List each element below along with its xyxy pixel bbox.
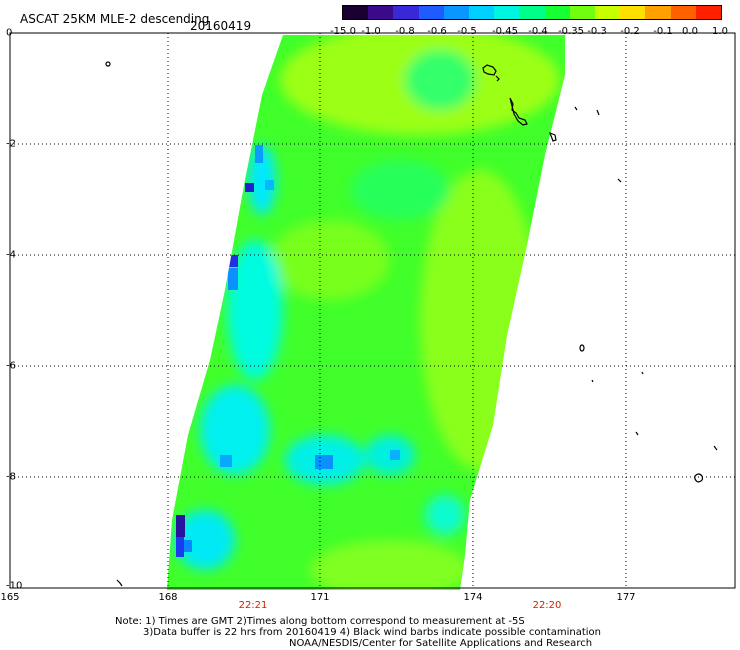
colorbar-segment [544, 6, 570, 19]
x-tick-171: 171 [310, 592, 330, 603]
colorbar-segment [595, 6, 621, 19]
plot-date: 20160419 [190, 19, 252, 33]
colorbar-label: -0.45 [492, 26, 518, 37]
colorbar-segment [469, 6, 495, 19]
y-tick-0: 0 [6, 27, 13, 39]
colorbar-label: 0.0 [682, 26, 698, 37]
colorbar-segment [418, 6, 444, 19]
colorbar-label: -0.35 [558, 26, 584, 37]
colorbar-segment [670, 6, 696, 19]
note-line-2: 3)Data buffer is 22 hrs from 20160419 4)… [143, 627, 601, 638]
colorbar-segment [443, 6, 470, 19]
map-frame [9, 32, 736, 589]
y-tick-neg6: -6 [6, 360, 16, 372]
x-tick-174: 174 [463, 592, 483, 603]
colorbar-label: -0.3 [587, 26, 607, 37]
time-label-2221: 22:21 [238, 600, 268, 611]
colorbar-label: -15.0 [330, 26, 356, 37]
colorbar-segment [494, 6, 520, 19]
colorbar-segment [645, 6, 671, 19]
y-tick-neg2: -2 [6, 138, 16, 150]
y-tick-neg10: -10 [6, 580, 23, 592]
y-tick-neg8: -8 [6, 471, 16, 483]
colorbar-segment [519, 6, 545, 19]
note-line-3: NOAA/NESDIS/Center for Satellite Applica… [289, 638, 593, 649]
plot-title: ASCAT 25KM MLE-2 descending [20, 12, 210, 26]
colorbar-segment [368, 6, 394, 19]
coastlines [105, 61, 718, 587]
y-tick-neg4: -4 [6, 249, 16, 261]
swath-data [167, 35, 565, 590]
colorbar-segment [393, 6, 419, 19]
x-tick-177: 177 [616, 592, 636, 603]
colorbar-segment [343, 6, 369, 19]
time-label-2220: 22:20 [532, 600, 562, 611]
note-line-1: Note: 1) Times are GMT 2)Times along bot… [115, 616, 525, 627]
colorbar [342, 5, 722, 20]
x-tick-165: 165 [0, 592, 20, 603]
colorbar-label: 1.0 [712, 26, 728, 37]
colorbar-segment [569, 6, 596, 19]
colorbar-segment [620, 6, 646, 19]
colorbar-label: -0.2 [620, 26, 640, 37]
colorbar-label: -0.6 [427, 26, 447, 37]
colorbar-label: -0.8 [395, 26, 415, 37]
colorbar-label: -0.1 [653, 26, 673, 37]
colorbar-segment [695, 6, 722, 19]
x-tick-168: 168 [158, 592, 178, 603]
colorbar-label: -0.5 [457, 26, 477, 37]
colorbar-label: -1.0 [361, 26, 381, 37]
colorbar-label: -0.4 [528, 26, 548, 37]
